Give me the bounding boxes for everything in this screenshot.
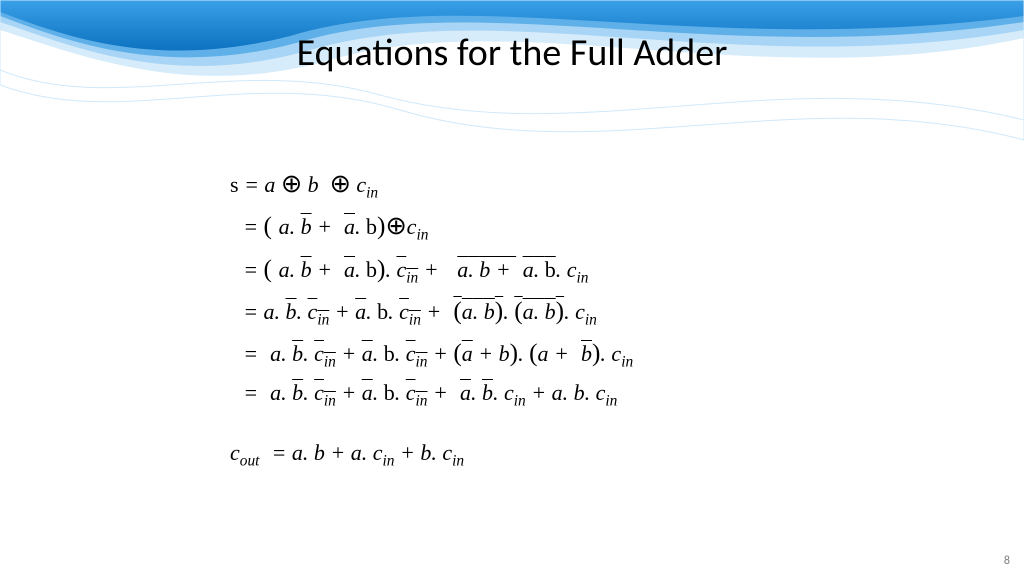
eq-s-line-1: s = a ⊕ b ⊕ cin: [230, 165, 930, 205]
equations-block: s = a ⊕ b ⊕ cin = (a. b + a. b)⊕cin = (a…: [230, 165, 930, 475]
wave-header: [0, 0, 1024, 160]
slide-title: Equations for the Full Adder: [0, 30, 1024, 76]
eq-cout-line: cout = a. b + a. cin + b. cin: [230, 436, 930, 473]
eq-s-line-2: = (a. b + a. b)⊕cin: [230, 207, 930, 247]
eq-s-line-6: = a. b. cin + a. b. cin + a. b. cin + a.…: [230, 376, 930, 413]
eq-s-line-5: = a. b. cin + a. b. cin + (a + b). (a + …: [230, 334, 930, 374]
eq-s-line-3: = (a. b + a. b). cin + a. b + a. b. cin: [230, 250, 930, 290]
page-number: 8: [1004, 554, 1010, 568]
eq-s-line-4: = a. b. cin + a. b. cin + (a. b). (a. b)…: [230, 292, 930, 332]
